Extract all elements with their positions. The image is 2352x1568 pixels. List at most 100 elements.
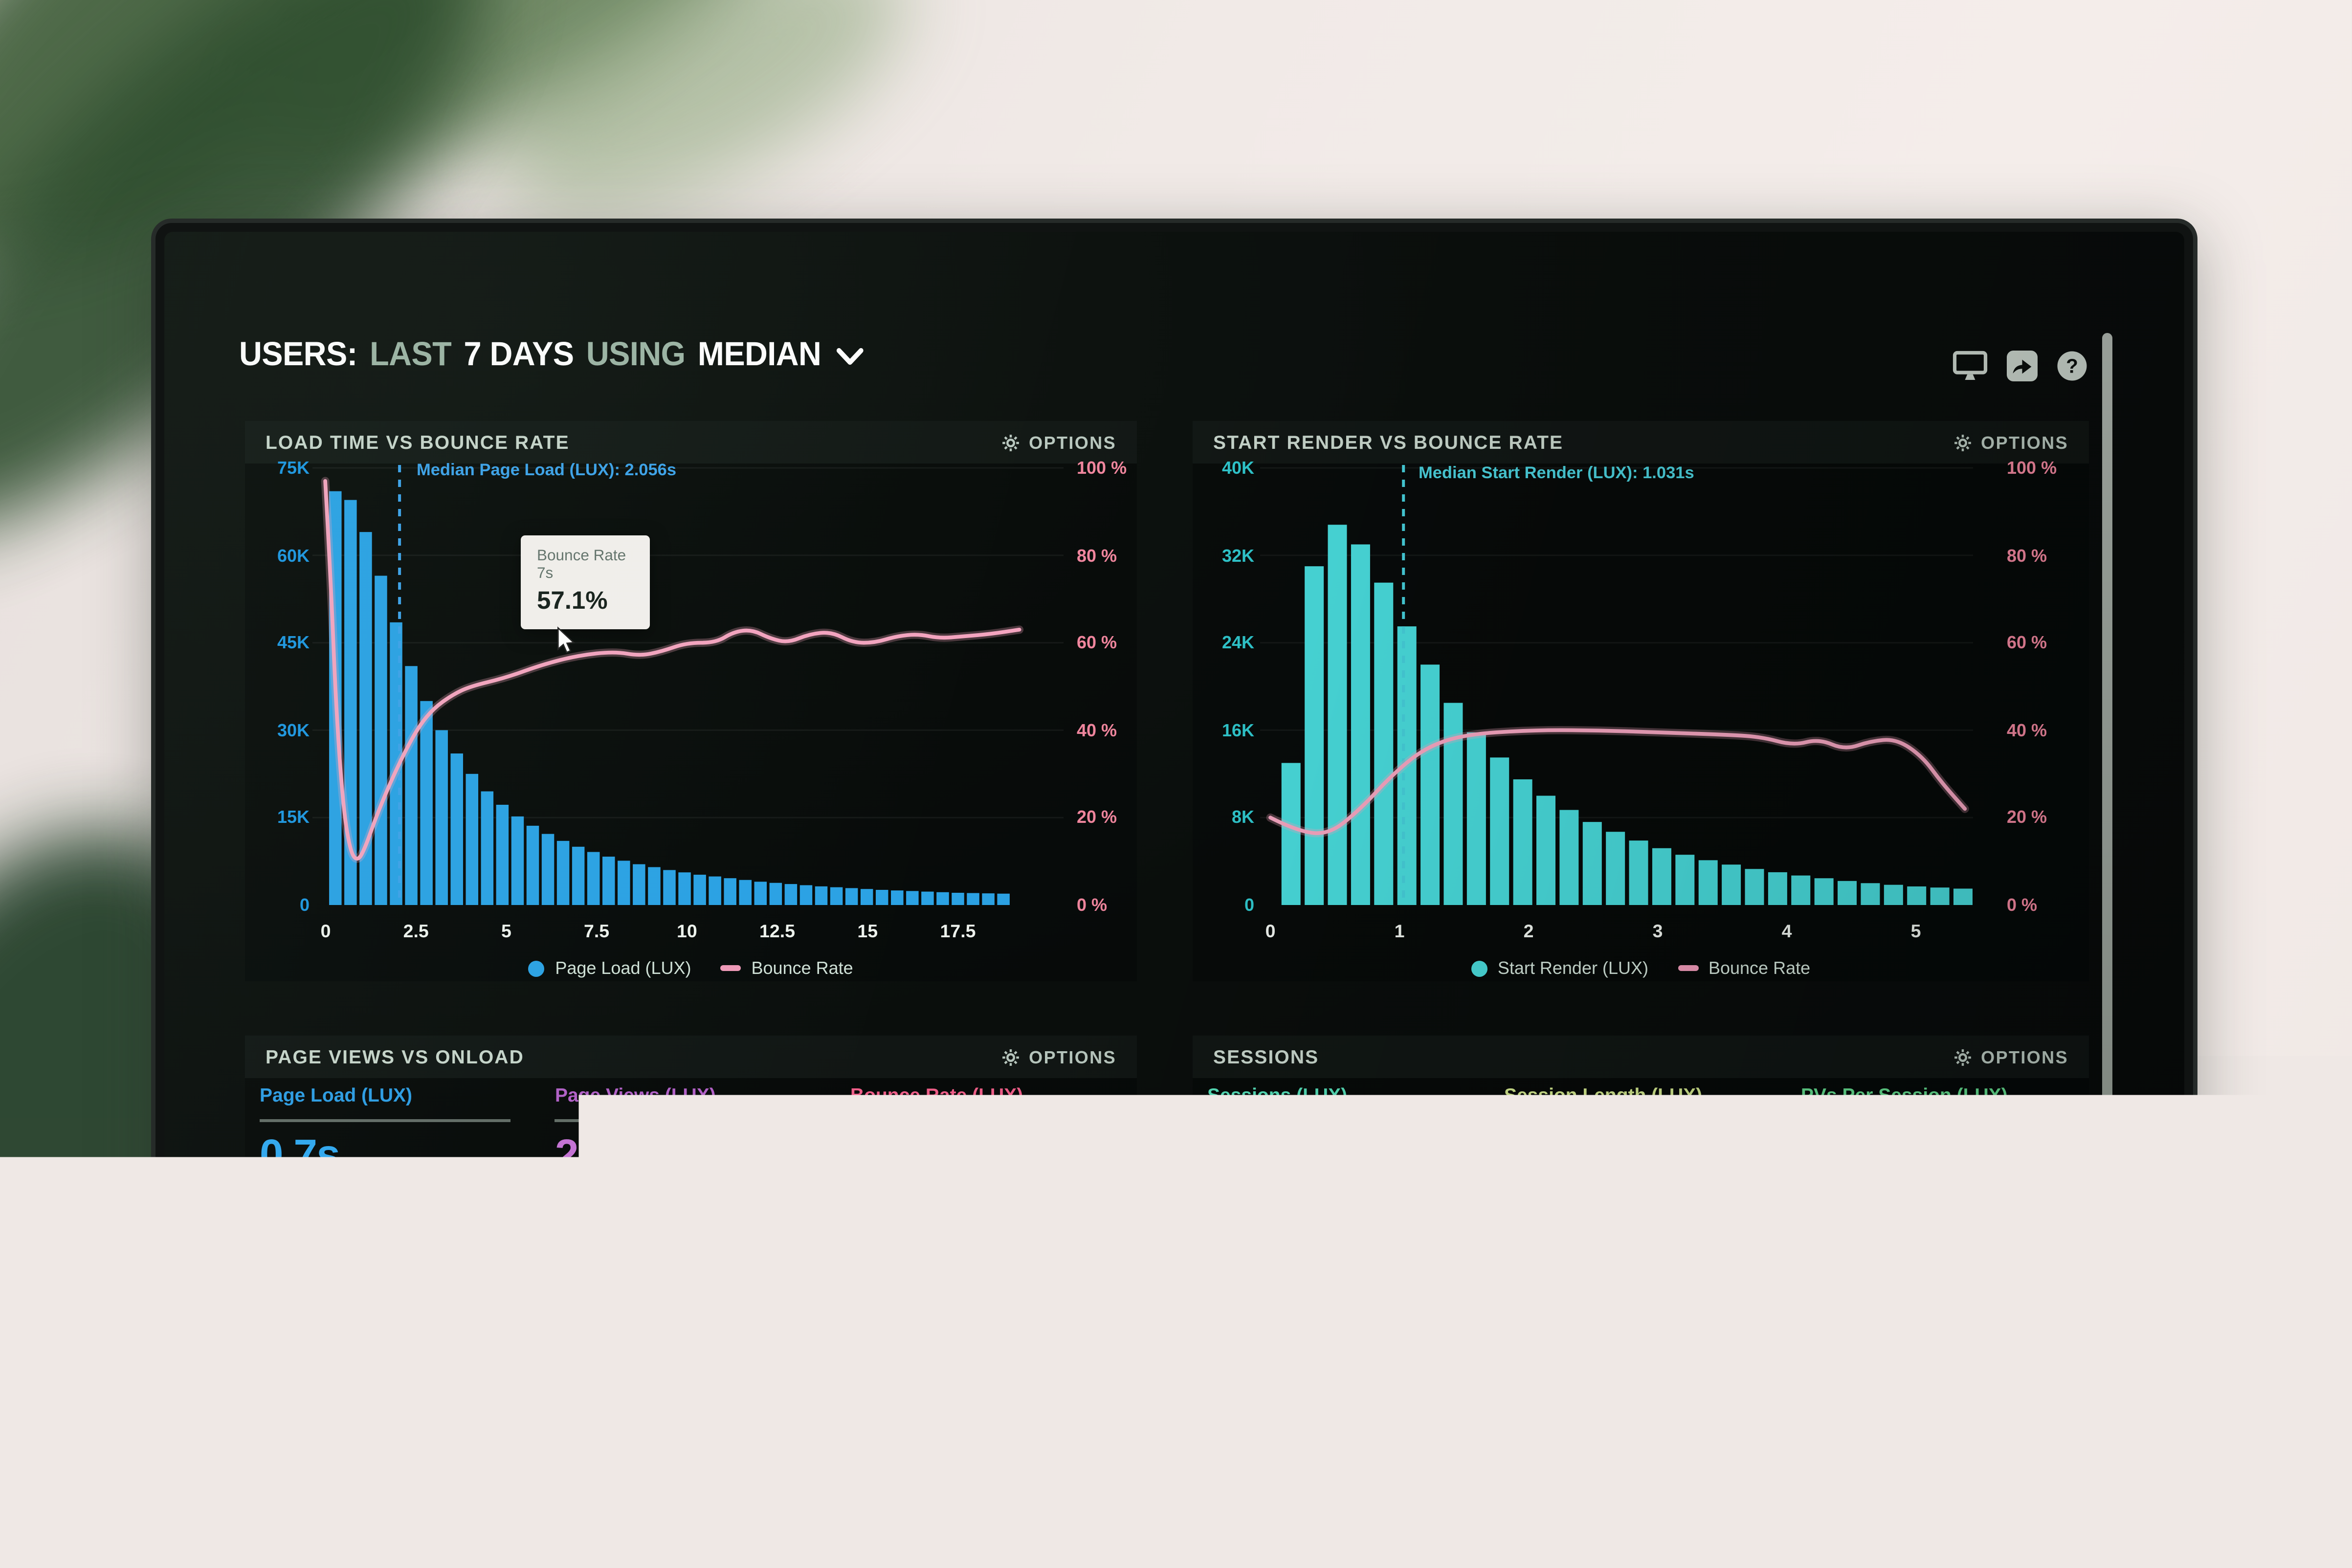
- panel-page-views-vs-onload: PAGE VIEWS VS ONLOAD OPTIONS Page Load (…: [245, 1036, 1137, 1567]
- legend-item-bounce-rate[interactable]: Bounce Rate: [721, 958, 853, 978]
- y-axis-tick: 0 %: [2007, 895, 2071, 915]
- chat-bubble-icon: [2020, 1421, 2076, 1480]
- header-title-part: USING: [586, 334, 686, 374]
- tooltip-value: 57.1%: [537, 587, 650, 616]
- y-axis-tick: 40K: [1198, 458, 1254, 478]
- y-axis-tick: 32 min: [2027, 1255, 2098, 1279]
- legend-label: Bounce Rate: [752, 958, 853, 978]
- median-annotation: Median Start Render (LUX): 1.031s: [1419, 465, 1694, 483]
- y-axis-tick: 80%: [1064, 1255, 1125, 1279]
- legend-item-page-load[interactable]: Page Load (LUX): [529, 958, 691, 978]
- y-axis-tick: 500K: [987, 1185, 1052, 1209]
- y-axis-tick: 3.2 pvs: [1193, 1255, 1260, 1279]
- y-axis-right: 100 % 80 % 60 % 40 % 20 % 0 %: [2007, 458, 2071, 915]
- hover-tooltip: Bounce Rate 7s 57.1%: [521, 535, 650, 629]
- series-dash: [1678, 965, 1698, 971]
- x-axis-tick: 2.5: [403, 921, 429, 942]
- y-axis-tick: 20 %: [2007, 807, 2071, 828]
- legend: Page Load (LUX) Bounce Rate: [245, 958, 1137, 978]
- users-period-dropdown[interactable]: USERS: LAST 7 DAYS USING MEDIAN: [239, 334, 864, 374]
- y-axis-tick: 80 %: [1077, 545, 1141, 566]
- header-title-part: LAST: [370, 334, 451, 374]
- y-axis-tick: 1.6 pvs: [1193, 1395, 1260, 1418]
- y-axis-tick: 100%: [1064, 1185, 1125, 1209]
- y-axis-tick: 400K: [987, 1255, 1052, 1279]
- photo-stage: USERS: LAST 7 DAYS USING MEDIAN ? LOAD T…: [0, 0, 2352, 1568]
- laptop-brand-label: MacBook Pro: [1121, 1547, 1227, 1564]
- y-axis-tick: 32K: [1198, 545, 1254, 566]
- x-axis: 0 2.5 5 7.5 10 12.5 15 17.5: [326, 921, 958, 942]
- y-axis-tick: 8K: [1198, 807, 1254, 828]
- series-dot: [1471, 960, 1487, 976]
- x-axis-tick: 5: [1911, 921, 1921, 942]
- x-axis-tick: 15: [857, 921, 878, 942]
- y-axis-tick: 24K: [1198, 633, 1254, 653]
- y-axis-tick: 0: [1198, 895, 1254, 915]
- header-title-part: MEDIAN: [698, 334, 821, 374]
- x-axis-tick: 2: [1524, 921, 1534, 942]
- series-dash: [721, 965, 741, 971]
- x-axis-tick: 12.5: [759, 921, 795, 942]
- legend-item-start-render[interactable]: Start Render (LUX): [1471, 958, 1648, 978]
- y-axis-tick: 40 %: [1077, 720, 1141, 740]
- y-axis-right-sessions: 100K 80K 60K 40K: [1954, 1185, 2016, 1418]
- legend-label: Bounce Rate: [1709, 958, 1810, 978]
- header-title-part: USERS:: [239, 334, 357, 374]
- panel-start-render-vs-bounce-rate: START RENDER VS BOUNCE RATE OPTIONS 40K 3…: [1193, 421, 2089, 981]
- y-axis-left: 40K 32K 24K 16K 8K 0: [1198, 458, 1254, 915]
- start-render-chart[interactable]: [1193, 421, 2089, 981]
- y-axis-tick: 0 %: [1077, 895, 1141, 915]
- panel-sessions: SESSIONS OPTIONS Sessions (LUX) 479K Ses…: [1193, 1036, 2089, 1567]
- dashboard-screen: USERS: LAST 7 DAYS USING MEDIAN ? LOAD T…: [164, 232, 2184, 1568]
- y-axis-tick: 100 %: [1077, 458, 1141, 478]
- x-axis-tick: 0: [1265, 921, 1276, 942]
- y-axis-tick: 100K: [1954, 1185, 2016, 1209]
- laptop: USERS: LAST 7 DAYS USING MEDIAN ? LOAD T…: [151, 219, 2197, 1568]
- tooltip-x-value: 7s: [537, 565, 650, 582]
- y-axis-tick: 200K: [987, 1395, 1052, 1418]
- y-axis-right-minutes: 40 min 32 min 24 min: [2027, 1185, 2098, 1348]
- y-axis-tick: 24 min: [2027, 1325, 2098, 1348]
- y-axis-tick: 2.4 pvs: [1193, 1325, 1260, 1348]
- y-axis-tick: 0.4s: [251, 1395, 307, 1418]
- x-axis-tick: 17.5: [940, 921, 976, 942]
- load-time-chart[interactable]: [245, 421, 1137, 981]
- y-axis-right-bounce: 100% 80% 60% 40%: [1064, 1185, 1125, 1418]
- y-axis-tick: 60 %: [2007, 633, 2071, 653]
- x-axis-tick: 1: [1395, 921, 1405, 942]
- scrollbar[interactable]: [2102, 333, 2112, 1524]
- notification-badge: 4: [2067, 1396, 2104, 1433]
- y-axis-tick: 60 %: [1077, 633, 1141, 653]
- panel-load-time-vs-bounce-rate: LOAD TIME VS BOUNCE RATE OPTIONS 75K 60K 4…: [245, 421, 1137, 981]
- y-axis-tick: 40 min: [2027, 1185, 2098, 1209]
- tooltip-series: Bounce Rate: [537, 547, 650, 565]
- y-axis-tick: 40K: [1954, 1395, 2016, 1418]
- y-axis-tick: 80 %: [2007, 545, 2071, 566]
- y-axis-tick: 60%: [1064, 1325, 1125, 1348]
- y-axis-tick: 20 %: [1077, 807, 1141, 828]
- x-axis-tick: 5: [501, 921, 511, 942]
- y-axis-tick: 40 %: [2007, 720, 2071, 740]
- x-axis-tick: 3: [1653, 921, 1663, 942]
- toolbar-icons: ?: [1953, 351, 2087, 381]
- y-axis-tick: 300K: [987, 1325, 1052, 1348]
- legend-item-bounce-rate[interactable]: Bounce Rate: [1678, 958, 1810, 978]
- y-axis-tick: 75K: [254, 458, 310, 478]
- chat-launcher-button[interactable]: 4: [2002, 1405, 2093, 1496]
- y-axis-tick: 0.6s: [251, 1325, 307, 1348]
- median-annotation: Median Page Load (LUX): 2.056s: [417, 462, 676, 480]
- y-axis-tick: 80K: [1954, 1255, 2016, 1279]
- y-axis-left: 4 pvs 3.2 pvs 2.4 pvs 1.6 pvs: [1193, 1185, 1260, 1418]
- y-axis-tick: 100 %: [2007, 458, 2071, 478]
- laptop-chin: MacBook Pro: [164, 1540, 2184, 1568]
- y-axis-tick: 16K: [1198, 720, 1254, 740]
- y-axis-tick: 4 pvs: [1193, 1185, 1260, 1209]
- legend-label: Page Load (LUX): [555, 958, 691, 978]
- y-axis-tick: 45K: [254, 633, 310, 653]
- header-title-part: 7 DAYS: [464, 334, 574, 374]
- help-icon[interactable]: ?: [2057, 351, 2087, 381]
- x-axis: 0 1 2 3 4 5: [1270, 921, 1916, 942]
- display-icon[interactable]: [1953, 351, 1988, 381]
- y-axis-tick: 60K: [254, 545, 310, 566]
- share-icon[interactable]: [2007, 351, 2038, 381]
